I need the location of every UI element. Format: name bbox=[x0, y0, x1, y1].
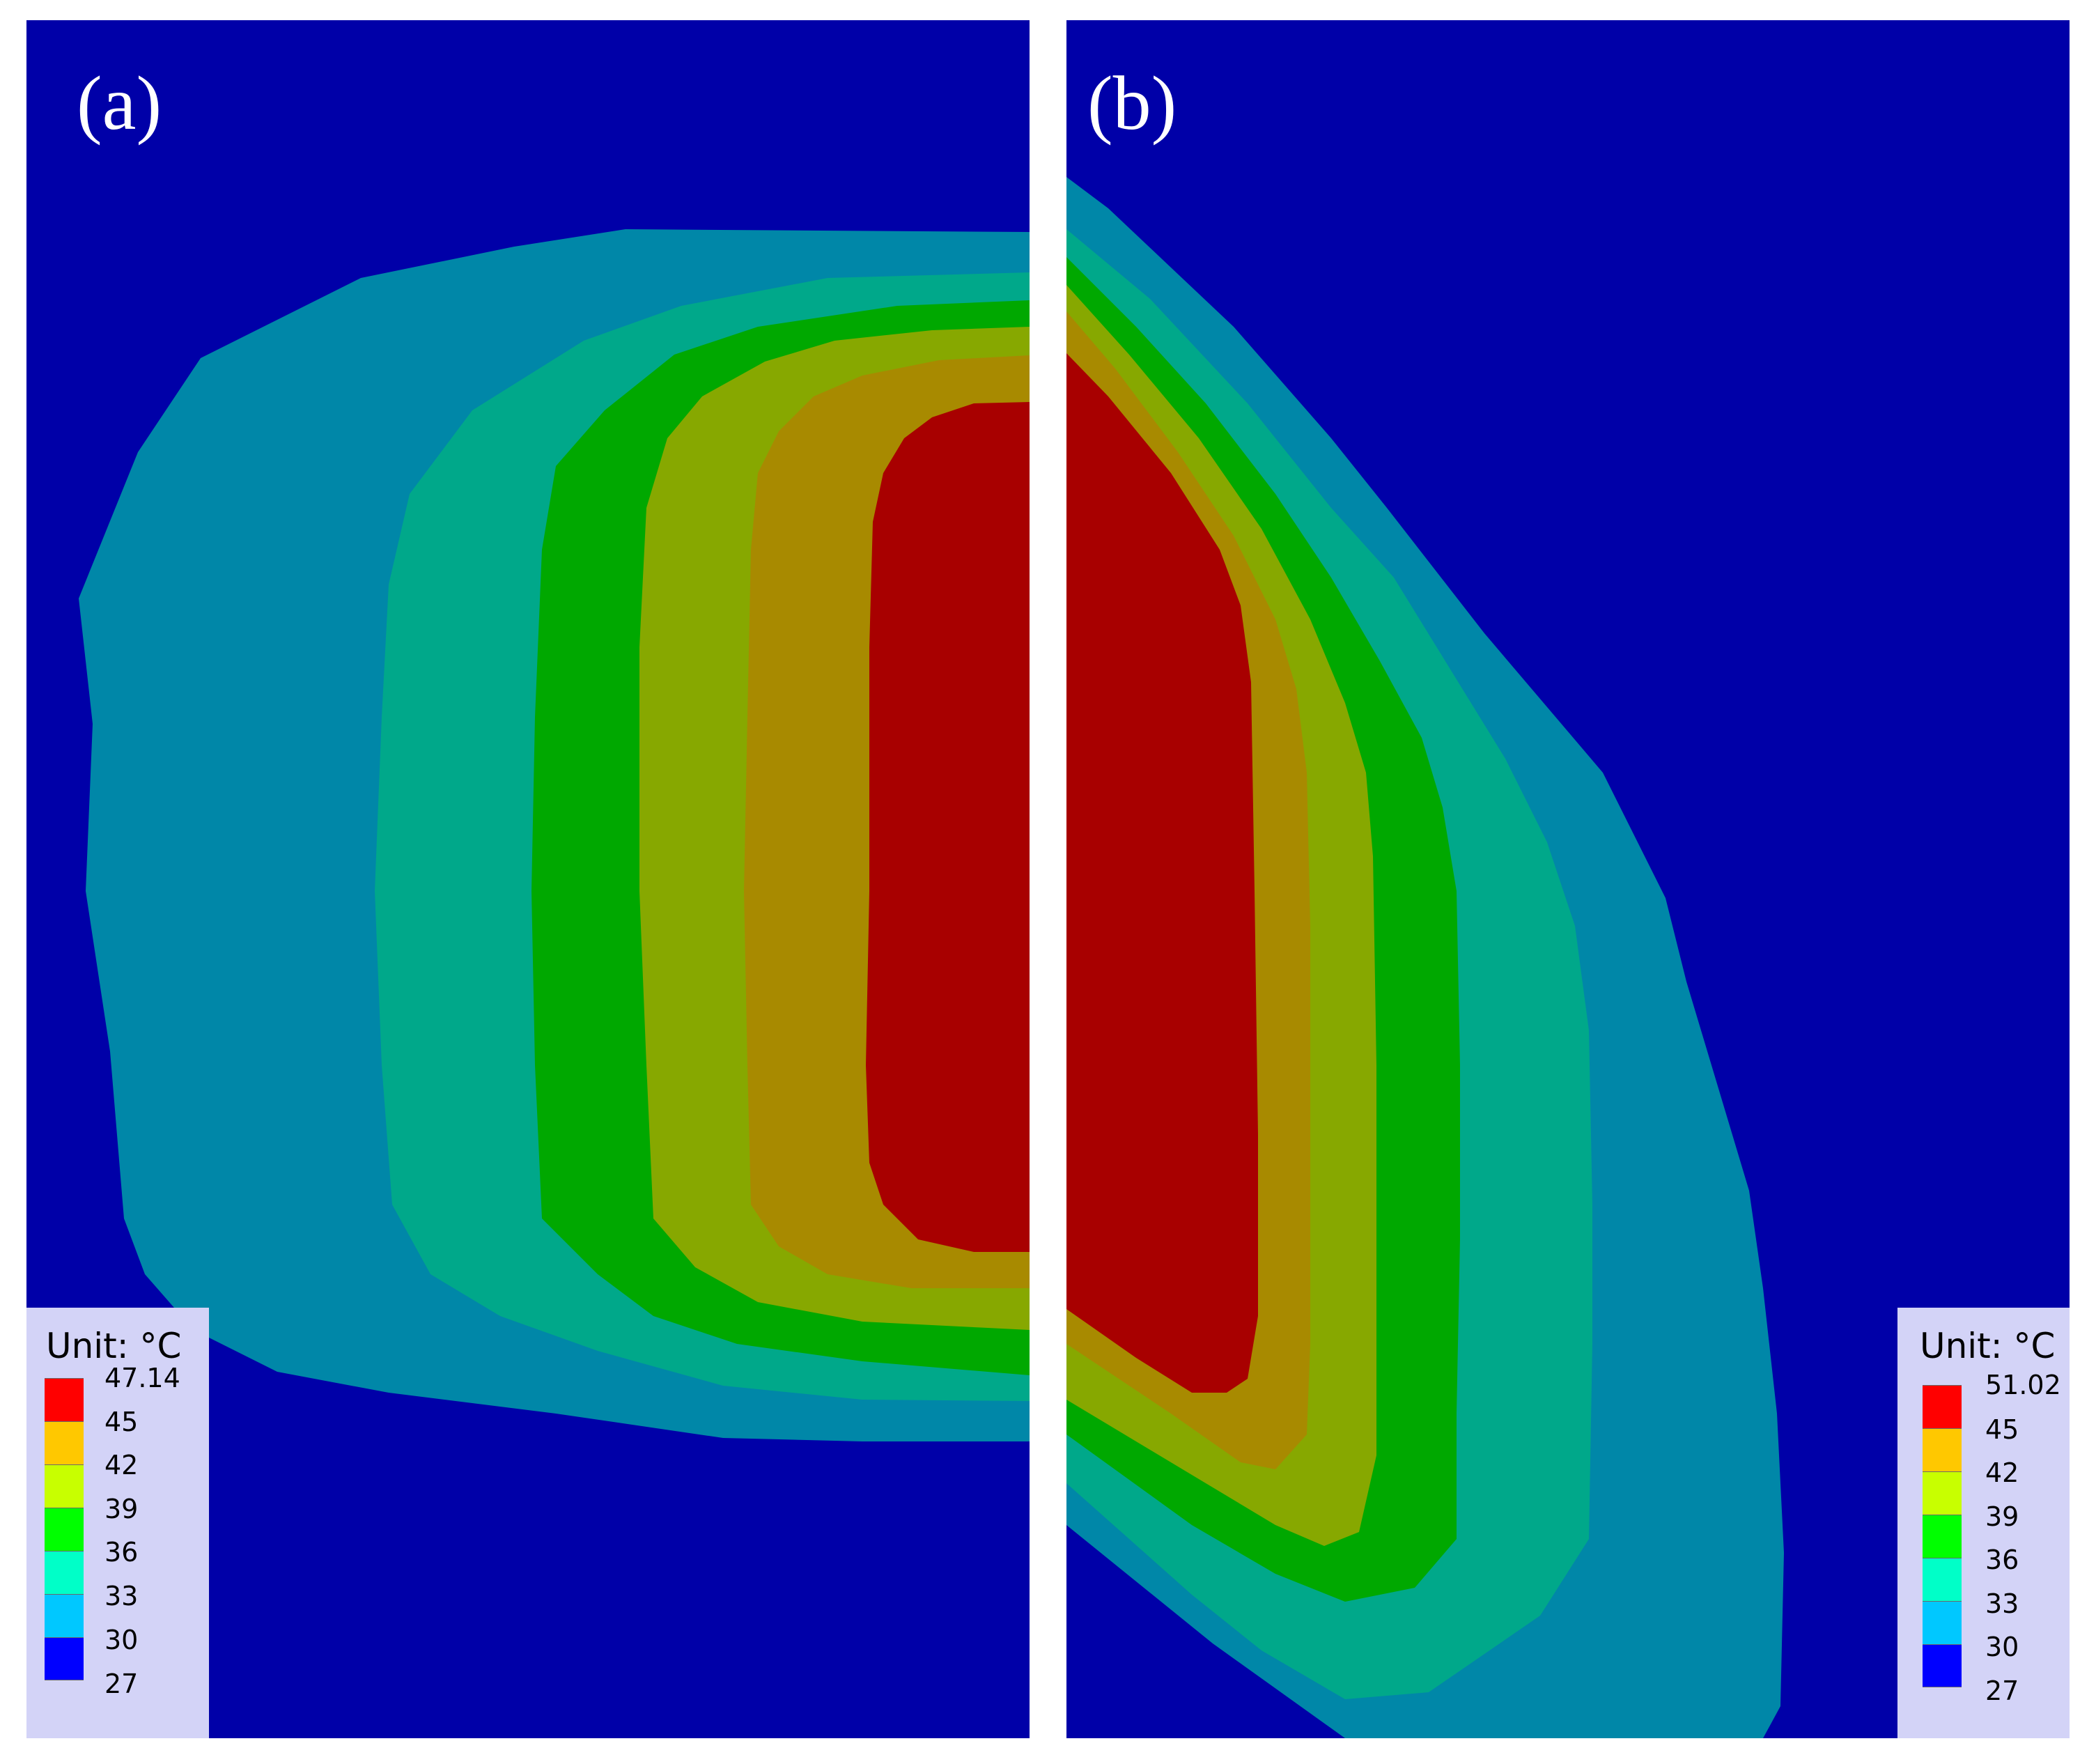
legend-value-b-6: 33 bbox=[1985, 1588, 2019, 1619]
legend-value-a-4: 39 bbox=[104, 1494, 139, 1524]
legend-value-a-3: 42 bbox=[104, 1450, 139, 1480]
color-legend-b: Unit: °C 51.02 45 42 39 36 33 30 27 bbox=[1897, 1308, 2070, 1738]
band-45-max-a bbox=[866, 402, 1030, 1252]
legend-swatch-b-2 bbox=[1923, 1428, 1962, 1471]
legend-value-a-5: 36 bbox=[104, 1537, 139, 1568]
legend-title-b: Unit: °C bbox=[1920, 1326, 2056, 1366]
legend-swatch-a-5 bbox=[45, 1551, 84, 1594]
legend-swatch-b-1 bbox=[1923, 1385, 1962, 1428]
legend-value-b-8: 27 bbox=[1985, 1676, 2019, 1706]
legend-value-a-6: 33 bbox=[104, 1581, 139, 1611]
legend-value-b-7: 30 bbox=[1985, 1632, 2019, 1662]
panel-label-b: (b) bbox=[1087, 61, 1177, 146]
legend-swatch-b-6 bbox=[1923, 1601, 1962, 1644]
legend-value-b-5: 36 bbox=[1985, 1545, 2019, 1575]
legend-value-b-1: 51.02 bbox=[1985, 1370, 2061, 1400]
legend-title-a: Unit: °C bbox=[46, 1326, 182, 1366]
legend-swatch-a-2 bbox=[45, 1421, 84, 1464]
legend-swatch-b-3 bbox=[1923, 1471, 1962, 1515]
legend-value-b-3: 42 bbox=[1985, 1457, 2019, 1488]
legend-value-b-2: 45 bbox=[1985, 1414, 2019, 1445]
legend-value-a-7: 30 bbox=[104, 1625, 139, 1655]
legend-value-b-4: 39 bbox=[1985, 1501, 2019, 1532]
contour-plot-a bbox=[26, 20, 1030, 1738]
legend-swatch-a-3 bbox=[45, 1464, 84, 1508]
contour-panel-a: (a) Unit: °C 47.14 45 42 39 36 33 30 27 bbox=[26, 20, 1030, 1738]
panel-label-a: (a) bbox=[77, 61, 162, 146]
band-45-max-b bbox=[1066, 353, 1258, 1393]
contour-panel-b: (b) Unit: °C 51.02 45 42 39 36 33 30 27 bbox=[1066, 20, 2070, 1738]
legend-swatch-a-6 bbox=[45, 1594, 84, 1637]
color-legend-a: Unit: °C 47.14 45 42 39 36 33 30 27 bbox=[26, 1308, 209, 1738]
legend-swatch-a-1 bbox=[45, 1378, 84, 1421]
legend-swatch-b-5 bbox=[1923, 1558, 1962, 1601]
contour-plot-b bbox=[1066, 20, 2070, 1738]
legend-value-a-2: 45 bbox=[104, 1407, 139, 1437]
legend-swatch-a-7 bbox=[45, 1637, 84, 1680]
legend-value-a-8: 27 bbox=[104, 1669, 139, 1699]
legend-swatch-a-4 bbox=[45, 1508, 84, 1551]
legend-swatch-b-4 bbox=[1923, 1515, 1962, 1558]
legend-value-a-1: 47.14 bbox=[104, 1363, 180, 1393]
legend-swatch-b-7 bbox=[1923, 1644, 1962, 1687]
